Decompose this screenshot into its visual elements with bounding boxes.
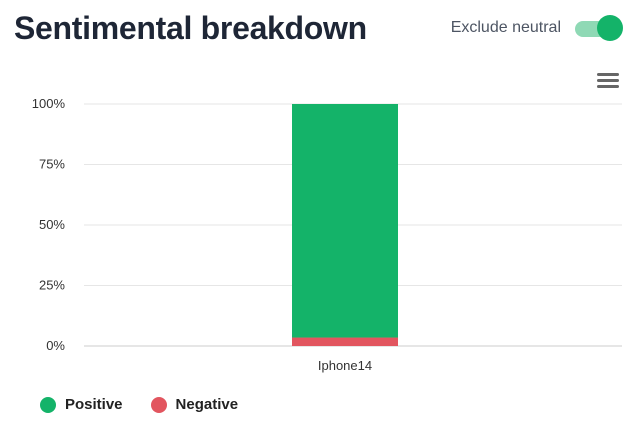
bar-negative[interactable] <box>292 337 398 346</box>
hamburger-menu-icon <box>597 79 619 82</box>
legend-label-positive: Positive <box>65 396 123 413</box>
hamburger-menu-icon <box>597 85 619 88</box>
legend-item-negative[interactable]: Negative <box>150 396 239 413</box>
y-tick-label: 25% <box>39 278 65 293</box>
legend-label-negative: Negative <box>175 396 239 413</box>
page-title: Sentimental breakdown <box>14 10 367 46</box>
bars <box>292 104 398 346</box>
toggle-knob <box>597 15 623 41</box>
y-tick-label: 0% <box>46 338 65 353</box>
x-tick-label: Iphone14 <box>318 358 372 373</box>
x-axis-ticks: Iphone14 <box>318 358 372 373</box>
y-tick-label: 100% <box>32 96 66 111</box>
bar-positive[interactable] <box>292 104 398 338</box>
y-axis-ticks: 0% 25% 50% 75% 100% <box>32 96 66 353</box>
legend-marker-positive <box>40 396 56 413</box>
legend-marker-negative <box>150 396 167 413</box>
y-tick-label: 75% <box>39 157 65 172</box>
y-tick-label: 50% <box>39 217 65 232</box>
exclude-neutral-label: Exclude neutral <box>450 19 561 36</box>
hamburger-menu-icon <box>597 73 619 76</box>
exclude-neutral-control: Exclude neutral <box>451 12 623 44</box>
chart-legend: Positive Negative <box>40 396 238 413</box>
exclude-neutral-toggle[interactable] <box>575 14 623 42</box>
legend-item-positive[interactable]: Positive <box>40 396 123 413</box>
chart-menu-button[interactable] <box>596 71 620 91</box>
